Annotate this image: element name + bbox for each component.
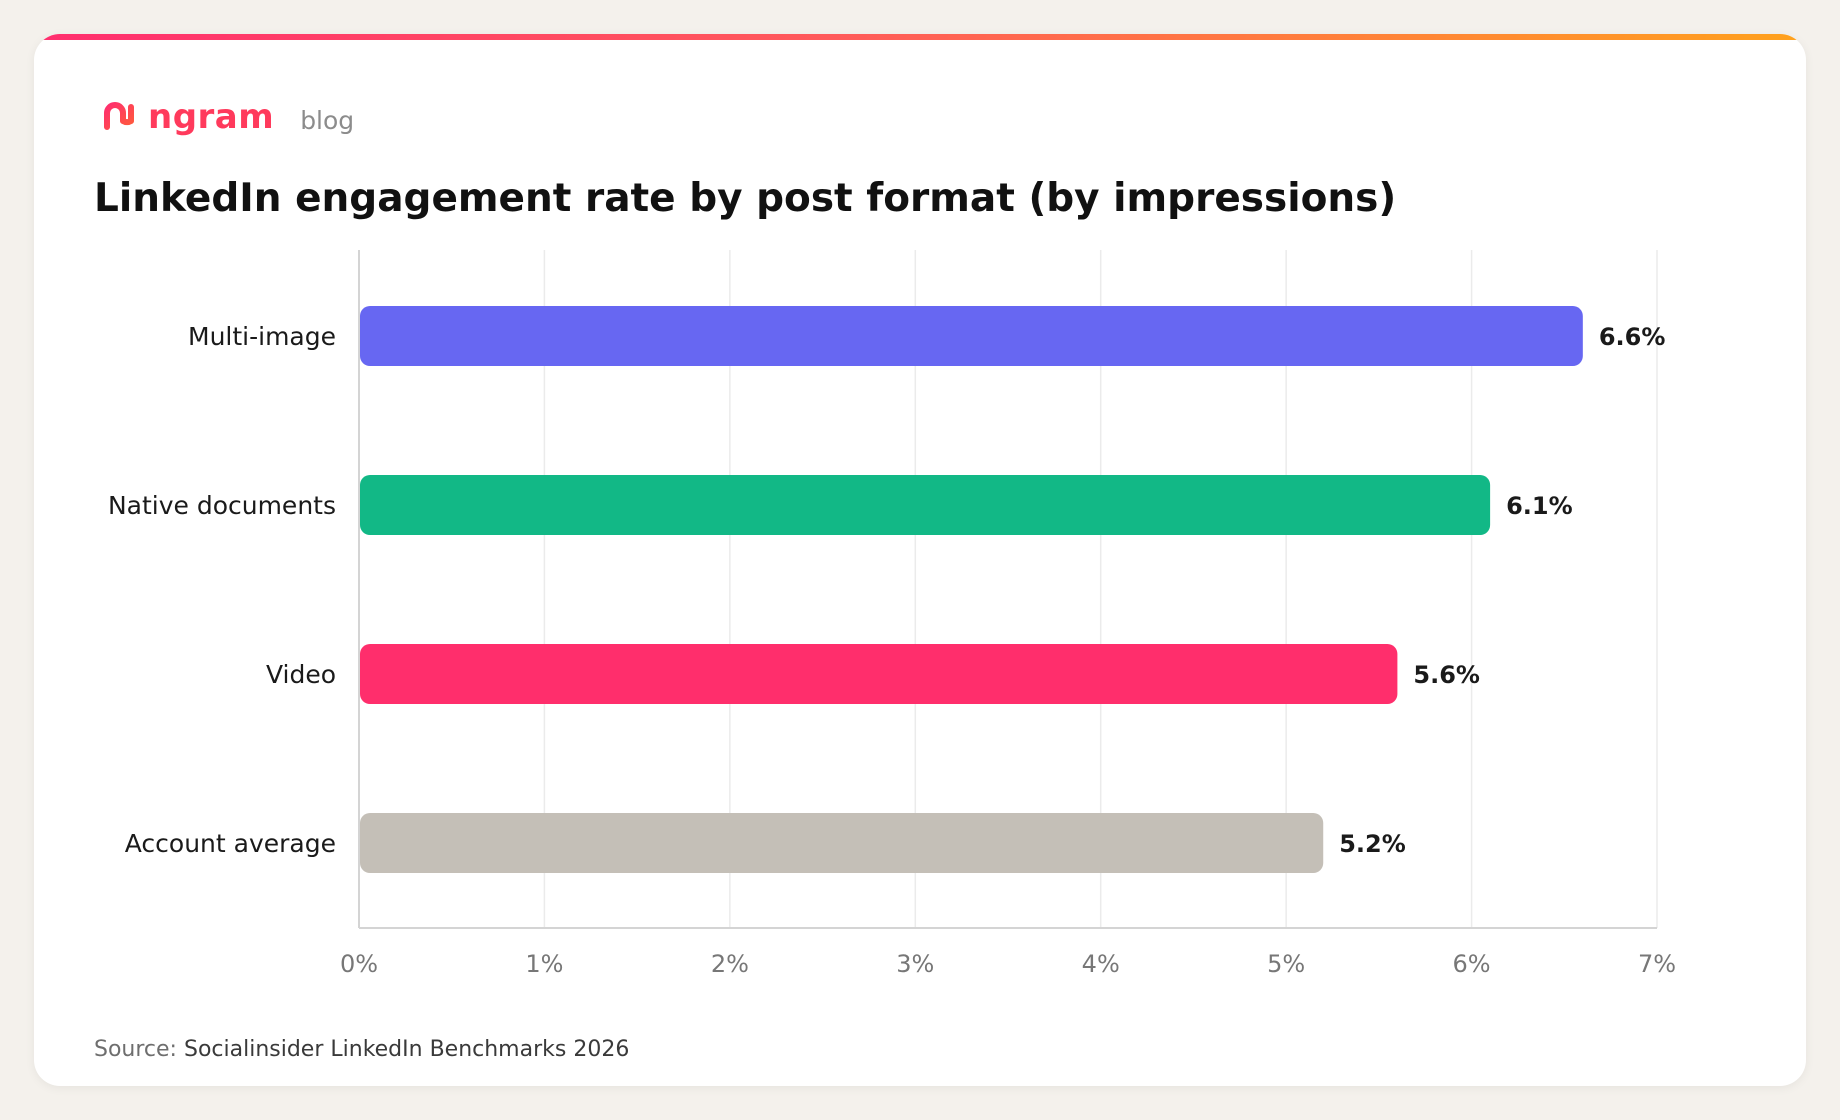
source-note: Source: Socialinsider LinkedIn Benchmark…: [94, 1037, 629, 1062]
data-label: 5.6%: [1413, 661, 1480, 689]
source-name: Socialinsider LinkedIn Benchmarks 2026: [183, 1037, 630, 1062]
accent-strip: [34, 34, 1806, 40]
x-tick-label: 4%: [1082, 950, 1120, 978]
category-label: Native documents: [108, 491, 336, 520]
x-tick-label: 7%: [1638, 950, 1676, 978]
x-tick-label: 1%: [525, 950, 563, 978]
brand-logo-text: ngram: [148, 97, 275, 137]
source-label: Source:: [94, 1037, 177, 1062]
x-tick-label: 2%: [711, 950, 749, 978]
ngram-logo-icon: [104, 102, 134, 130]
category-label: Multi-image: [188, 322, 336, 351]
bar: [360, 813, 1324, 873]
bar: [360, 306, 1583, 366]
data-label: 6.6%: [1599, 323, 1666, 351]
chart-card: ngram blog LinkedIn engagement rate by p…: [34, 34, 1806, 1086]
category-label: Video: [266, 660, 336, 689]
chart-title: LinkedIn engagement rate by post format …: [94, 176, 1397, 221]
x-tick-label: 0%: [340, 950, 378, 978]
data-label: 5.2%: [1339, 830, 1406, 858]
x-tick-label: 6%: [1453, 950, 1491, 978]
brand-header[interactable]: ngram blog: [102, 92, 354, 142]
category-label: Account average: [125, 829, 336, 858]
bar: [360, 644, 1398, 704]
bar: [360, 475, 1491, 535]
data-label: 6.1%: [1506, 492, 1573, 520]
x-tick-label: 5%: [1267, 950, 1305, 978]
x-tick-label: 3%: [896, 950, 934, 978]
brand-section-label: blog: [300, 105, 355, 135]
